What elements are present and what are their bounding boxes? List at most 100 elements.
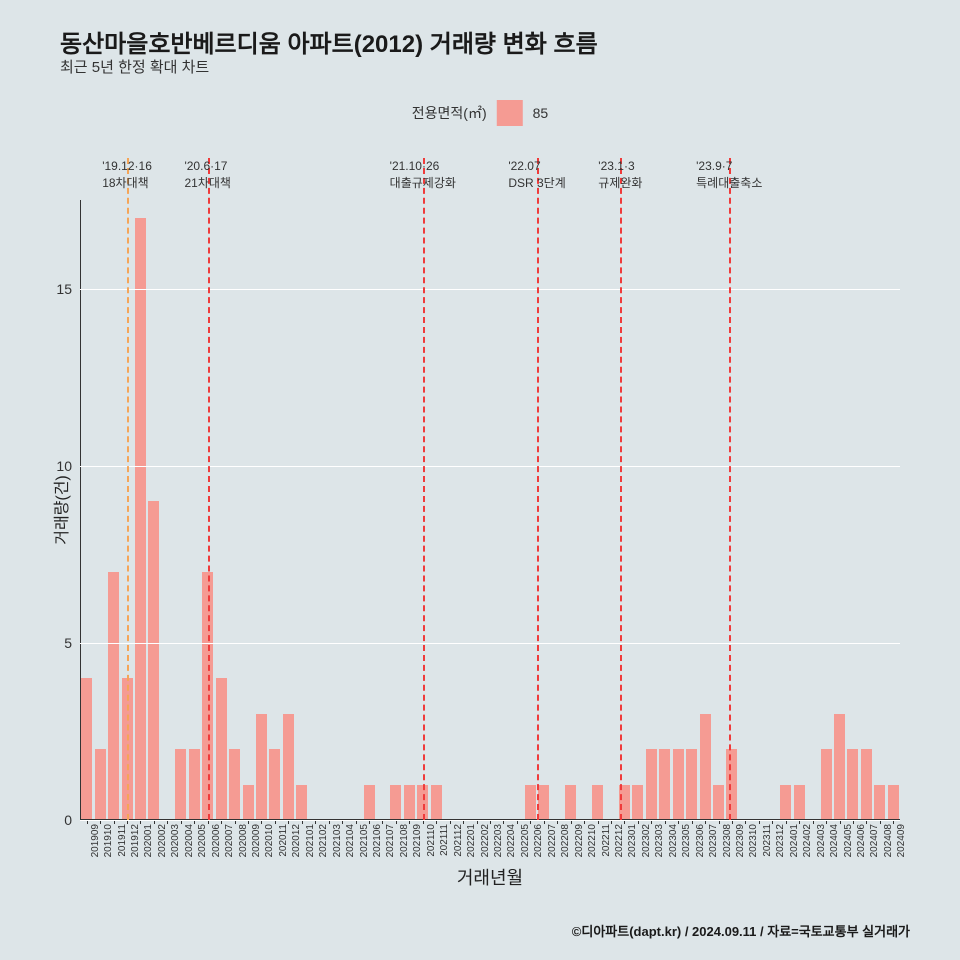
x-tick-label: 202006	[211, 824, 222, 857]
x-tick-label: 202301	[627, 824, 638, 857]
bar	[700, 714, 711, 820]
x-tick-label: 202311	[762, 824, 773, 857]
bar	[834, 714, 845, 820]
x-tick-label: 202409	[896, 824, 907, 857]
event-line	[729, 158, 731, 820]
x-tick-label: 202009	[251, 824, 262, 857]
x-tick-label: 201911	[117, 824, 128, 857]
event-line	[127, 158, 129, 820]
x-tick-label: 202104	[345, 824, 356, 857]
x-tick-label: 202401	[789, 824, 800, 857]
event-label: '22.07DSR 3단계	[508, 158, 565, 192]
x-tick-label: 202007	[224, 824, 235, 857]
x-tick-label: 202404	[829, 824, 840, 857]
bar	[726, 749, 737, 820]
x-tick-label: 202103	[332, 824, 343, 857]
event-label: '20.6·1721차대책	[184, 158, 230, 192]
x-tick-label: 202212	[614, 824, 625, 857]
bar	[283, 714, 294, 820]
x-tick-label: 202408	[883, 824, 894, 857]
x-tick-label: 202109	[412, 824, 423, 857]
grid-line	[80, 466, 900, 467]
x-tick-label: 202304	[668, 824, 679, 857]
grid-line	[80, 820, 900, 821]
x-tick-label: 202205	[520, 824, 531, 857]
x-tick-label: 202308	[722, 824, 733, 857]
x-tick-label: 202403	[816, 824, 827, 857]
bar	[686, 749, 697, 820]
bar	[673, 749, 684, 820]
bar	[364, 785, 375, 820]
credit-text: ©디아파트(dapt.kr) / 2024.09.11 / 자료=국토교통부 실…	[572, 921, 910, 940]
bar	[888, 785, 899, 820]
event-line	[423, 158, 425, 820]
x-tick-label: 202203	[493, 824, 504, 857]
bar	[108, 572, 119, 820]
x-tick-label: 202001	[143, 824, 154, 857]
x-tick-label: 202303	[654, 824, 665, 857]
bar	[659, 749, 670, 820]
bar	[538, 785, 549, 820]
bars-layer	[80, 200, 900, 820]
bar	[256, 714, 267, 820]
x-tick-label: 202010	[264, 824, 275, 857]
bar	[794, 785, 805, 820]
x-tick-label: 202107	[385, 824, 396, 857]
y-axis-label: 거래량(건)	[48, 475, 72, 545]
bar	[229, 749, 240, 820]
x-tick-label: 202110	[426, 824, 437, 857]
x-tick-label: 202003	[170, 824, 181, 857]
bar	[632, 785, 643, 820]
y-tick: 0	[64, 812, 80, 828]
x-tick-label: 202206	[533, 824, 544, 857]
grid-line	[80, 289, 900, 290]
x-tick-label: 202211	[601, 824, 612, 857]
bar	[874, 785, 885, 820]
bar	[861, 749, 872, 820]
x-tick-label: 202202	[480, 824, 491, 857]
x-tick-label: 202005	[197, 824, 208, 857]
x-tick-label: 202012	[291, 824, 302, 857]
y-axis-line	[80, 200, 81, 820]
bar	[81, 678, 92, 820]
bar	[780, 785, 791, 820]
bar	[243, 785, 254, 820]
x-tick-label: 201910	[103, 824, 114, 857]
chart-subtitle: 최근 5년 한정 확대 차트	[60, 56, 209, 77]
y-tick: 10	[56, 458, 80, 474]
x-tick-label: 202407	[869, 824, 880, 857]
x-tick-label: 202210	[587, 824, 598, 857]
bar	[95, 749, 106, 820]
bar	[189, 749, 200, 820]
event-label: '21.10·26대출규제강화	[390, 158, 456, 192]
event-label: '23.9·7특례대출축소	[696, 158, 762, 192]
chart-title: 동산마을호반베르디움 아파트(2012) 거래량 변화 흐름	[60, 24, 598, 59]
bar	[216, 678, 227, 820]
bar	[175, 749, 186, 820]
x-tick-label: 202112	[453, 824, 464, 857]
event-line	[620, 158, 622, 820]
x-tick-label: 202011	[278, 824, 289, 857]
legend: 전용면적(㎡) 85	[412, 100, 548, 126]
x-tick-label: 202208	[560, 824, 571, 857]
bar	[713, 785, 724, 820]
plot-area: 거래량(건) 거래년월 2019092019102019112019122020…	[80, 200, 900, 820]
x-tick-label: 202207	[547, 824, 558, 857]
x-tick-label: 202312	[775, 824, 786, 857]
bar	[431, 785, 442, 820]
x-tick-label: 202101	[305, 824, 316, 857]
x-tick-label: 202209	[574, 824, 585, 857]
x-tick-label: 202201	[466, 824, 477, 857]
x-tick-label: 202004	[184, 824, 195, 857]
bar	[525, 785, 536, 820]
event-line	[537, 158, 539, 820]
x-tick-label: 202307	[708, 824, 719, 857]
y-tick: 15	[56, 281, 80, 297]
chart-container: 동산마을호반베르디움 아파트(2012) 거래량 변화 흐름 최근 5년 한정 …	[0, 0, 960, 960]
event-label: '19.12·1618차대책	[102, 158, 152, 192]
event-label: '23.1·3규제완화	[598, 158, 642, 192]
bar	[135, 218, 146, 820]
x-tick-label: 202309	[735, 824, 746, 857]
x-tick-label: 202008	[238, 824, 249, 857]
bar	[390, 785, 401, 820]
